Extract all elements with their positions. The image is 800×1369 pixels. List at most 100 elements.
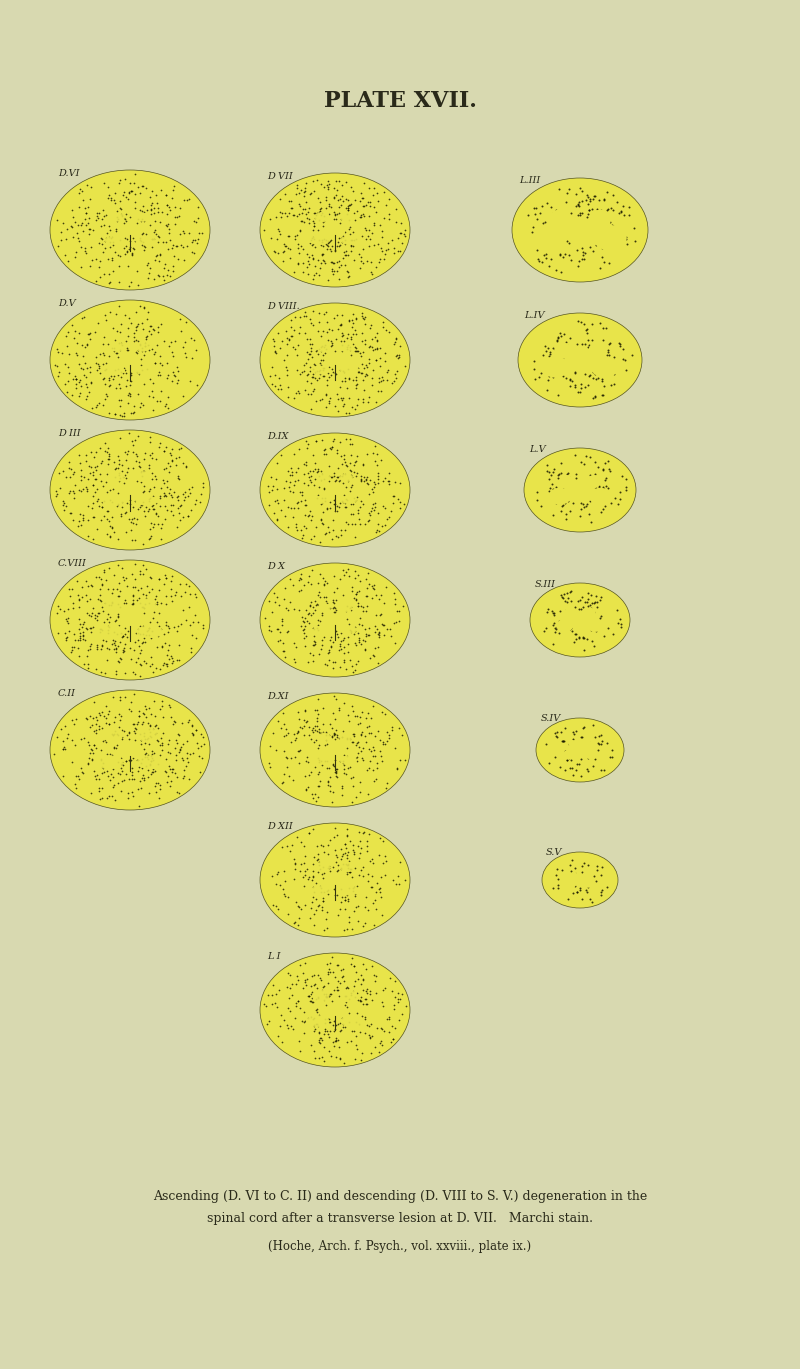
Point: [567, 723, 580, 745]
Point: [356, 390, 369, 412]
Point: [124, 172, 137, 194]
Point: [137, 394, 150, 416]
Point: [159, 485, 172, 507]
Point: [98, 663, 111, 684]
Point: [122, 255, 134, 277]
Point: [573, 879, 586, 901]
Point: [584, 446, 597, 468]
Point: [348, 450, 361, 472]
Point: [364, 983, 377, 1005]
Point: [117, 624, 130, 646]
Point: [58, 737, 70, 758]
Point: [303, 908, 316, 930]
Point: [121, 627, 134, 649]
Point: [119, 750, 132, 772]
Point: [277, 1009, 290, 1031]
Point: [352, 650, 365, 672]
Point: [560, 190, 573, 212]
Point: [590, 211, 602, 233]
Point: [354, 1021, 366, 1043]
Point: [585, 338, 598, 360]
Point: [154, 743, 167, 765]
Point: [134, 560, 146, 582]
Point: [547, 878, 560, 899]
Point: [558, 583, 570, 605]
Point: [74, 382, 86, 404]
Point: [288, 913, 301, 935]
Point: [324, 196, 337, 218]
Point: [326, 319, 338, 341]
Point: [178, 580, 191, 602]
Point: [172, 205, 185, 227]
Point: [356, 613, 369, 635]
Point: [186, 715, 198, 737]
Point: [572, 311, 585, 333]
Point: [179, 486, 192, 508]
Point: [279, 356, 292, 378]
Point: [547, 615, 560, 637]
Point: [327, 430, 340, 452]
Point: [262, 753, 275, 775]
Point: [173, 223, 186, 245]
Point: [571, 193, 584, 215]
Point: [338, 241, 350, 263]
Point: [194, 483, 207, 505]
Point: [311, 895, 324, 917]
Point: [150, 611, 163, 632]
Point: [101, 386, 114, 408]
Point: [138, 768, 150, 790]
Point: [282, 203, 295, 225]
Point: [338, 652, 350, 674]
Point: [360, 585, 373, 606]
Point: [290, 891, 302, 913]
Point: [590, 596, 603, 617]
Point: [374, 237, 387, 259]
Point: [332, 230, 345, 252]
Point: [306, 170, 319, 192]
Point: [274, 875, 286, 897]
Point: [292, 913, 305, 935]
Point: [322, 724, 335, 746]
Point: [136, 494, 149, 516]
Point: [168, 711, 181, 732]
Point: [141, 620, 154, 642]
Point: [330, 600, 342, 622]
Point: [346, 834, 359, 856]
Point: [98, 344, 110, 366]
Point: [124, 512, 137, 534]
Point: [342, 199, 354, 220]
Point: [560, 504, 573, 526]
Point: [145, 526, 158, 548]
Point: [284, 309, 297, 331]
Point: [145, 315, 158, 337]
Point: [361, 716, 374, 738]
Point: [330, 1046, 342, 1068]
Point: [293, 182, 306, 204]
Point: [569, 361, 582, 383]
Point: [282, 376, 294, 398]
Point: [601, 225, 614, 246]
Point: [592, 367, 605, 389]
Point: [371, 381, 384, 402]
Point: [174, 197, 186, 219]
Point: [554, 481, 566, 502]
Point: [534, 203, 546, 225]
Point: [317, 713, 330, 735]
Text: L.IV: L.IV: [524, 311, 545, 320]
Point: [124, 493, 137, 515]
Point: [377, 731, 390, 753]
Point: [336, 958, 349, 980]
Point: [100, 308, 113, 330]
Point: [341, 608, 354, 630]
Point: [78, 467, 90, 489]
Point: [120, 763, 133, 784]
Point: [593, 475, 606, 497]
Point: [302, 776, 314, 798]
Point: [369, 338, 382, 360]
Point: [309, 715, 322, 737]
Point: [63, 342, 76, 364]
Point: [60, 465, 73, 487]
Ellipse shape: [50, 560, 210, 680]
Point: [99, 630, 112, 652]
Point: [309, 1047, 322, 1069]
